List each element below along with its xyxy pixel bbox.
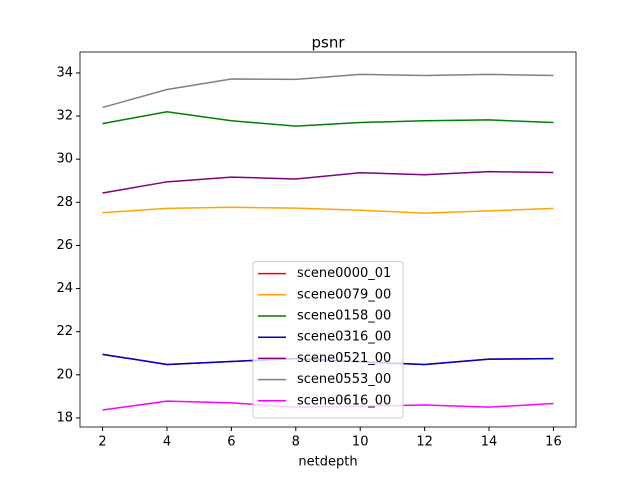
series-line	[102, 170, 554, 194]
x-tick-label: 8	[292, 435, 300, 450]
legend-label: scene0553_00	[297, 372, 391, 387]
legend: scene0000_01 scene0079_00 scene0158_00scen…	[252, 261, 404, 419]
legend-frame	[252, 261, 404, 419]
legend-label: scene0616_00	[297, 393, 391, 408]
legend-label: scene0158_00	[297, 309, 391, 324]
y-tick-label: 30	[56, 152, 73, 167]
legend-label: scene0316_00	[297, 330, 391, 345]
x-axis-label: netdepth	[298, 455, 357, 470]
plot-frame	[79, 51, 577, 428]
x-tick-label: 10	[352, 435, 369, 450]
x-tick-label: 4	[163, 435, 171, 450]
series-line	[102, 206, 554, 214]
legend-label: scene0521_00	[297, 351, 391, 366]
chart-title: psnr	[311, 34, 345, 52]
x-tick-label: 16	[545, 435, 562, 450]
x-tick-label: 6	[227, 435, 235, 450]
y-tick-label: 22	[56, 324, 73, 339]
y-tick-label: 18	[56, 410, 73, 425]
y-tick-label: 24	[56, 281, 73, 296]
x-tick-label: 2	[98, 435, 106, 450]
x-tick-label: 14	[481, 435, 498, 450]
y-tick-label: 26	[56, 238, 73, 253]
series-line	[102, 73, 554, 109]
x-tick-label: 12	[416, 435, 433, 450]
series-line	[102, 110, 554, 127]
y-tick-label: 34	[56, 65, 73, 80]
legend-label: scene0079_00	[297, 287, 391, 302]
y-tick-label: 32	[56, 109, 73, 124]
legend-label: scene0000_01	[297, 266, 391, 281]
y-tick-label: 20	[56, 367, 73, 382]
y-tick-label: 28	[56, 195, 73, 210]
